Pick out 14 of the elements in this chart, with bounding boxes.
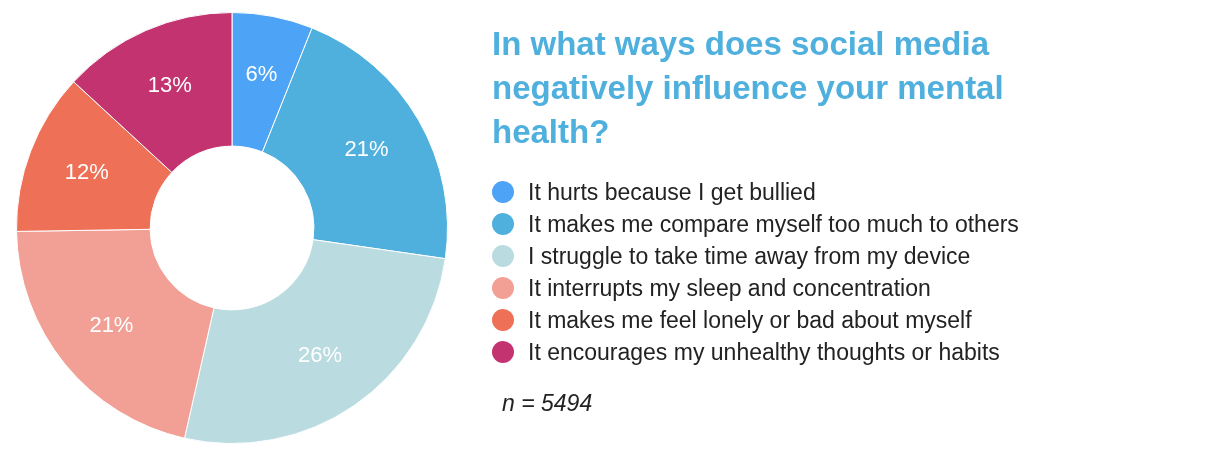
data-label: 12% — [64, 158, 109, 184]
data-label: 21% — [89, 312, 134, 338]
data-label: 26% — [298, 342, 343, 368]
legend-label: It interrupts my sleep and concentration — [528, 274, 931, 302]
text: n = 5494 — [502, 390, 594, 417]
legend-label: It hurts because I get bullied — [528, 178, 816, 206]
legend-label: It makes me compare myself too much to others — [528, 210, 1019, 238]
data-label: 21% — [344, 136, 389, 162]
text: In what ways does social media negatively influence your mental health? — [492, 24, 1005, 152]
legend-label: It encourages my unhealthy thoughts or habits — [528, 338, 1000, 366]
data-label: 13% — [147, 71, 192, 97]
legend-label: It makes me feel lonely or bad about myself — [528, 306, 972, 334]
data-label: 6% — [245, 61, 278, 87]
legend-label: I struggle to take time away from my device — [528, 242, 971, 270]
